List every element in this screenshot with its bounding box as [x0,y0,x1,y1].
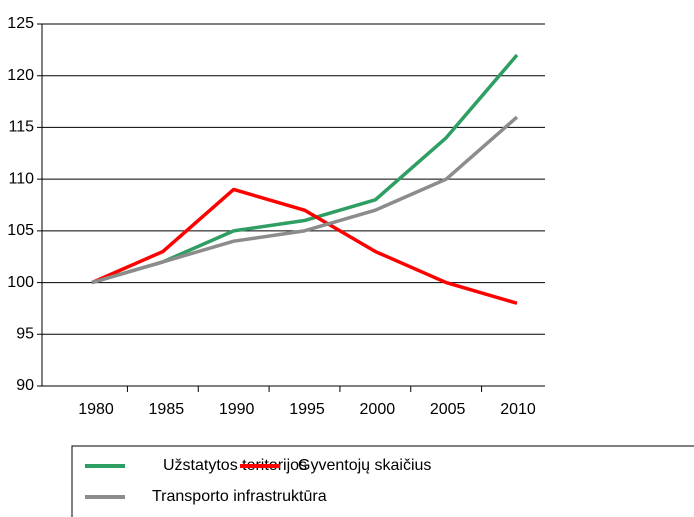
x-tick-label: 1990 [219,401,255,418]
series-line [91,187,518,305]
legend-label: Užstatytos teritorijos [163,457,307,474]
series-line [91,53,519,285]
legend-label: Gyventojų skaičius [298,457,431,474]
x-tick-label: 1985 [149,401,185,418]
x-tick-label: 2010 [500,401,536,418]
y-tick-label: 115 [8,119,34,136]
x-tick-label: 2005 [430,401,466,418]
y-tick-label: 125 [7,15,34,32]
series-line [91,115,519,285]
y-tick-label: 100 [7,274,34,291]
x-tick-label: 1995 [289,401,325,418]
x-tick-label: 2000 [360,401,396,418]
y-tick-label: 90 [16,377,34,394]
y-tick-label: 120 [7,67,34,84]
y-tick-label: 95 [16,326,34,343]
y-tick-label: 110 [8,170,34,187]
legend-label: Transporto infrastruktūra [152,488,327,505]
x-tick-label: 1980 [78,401,114,418]
legend-box [71,445,694,517]
y-tick-label: 105 [7,222,34,239]
